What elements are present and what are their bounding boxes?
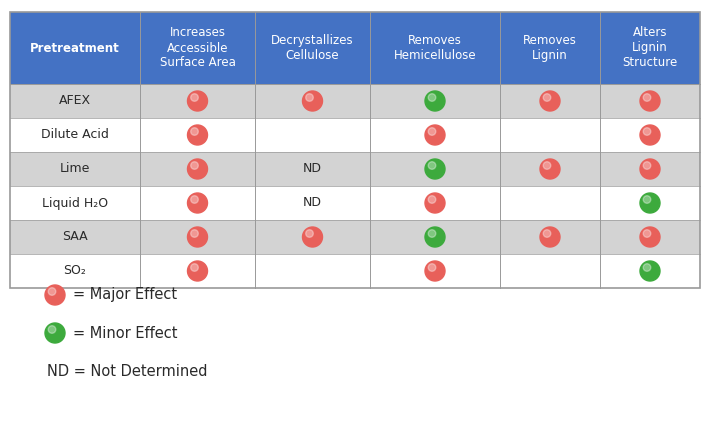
Circle shape [640, 261, 660, 281]
Circle shape [187, 125, 207, 145]
Circle shape [302, 227, 323, 247]
Circle shape [428, 196, 436, 203]
Circle shape [425, 125, 445, 145]
Circle shape [48, 326, 56, 333]
Circle shape [187, 227, 207, 247]
Text: ND: ND [303, 196, 322, 210]
Circle shape [191, 128, 198, 135]
Circle shape [640, 159, 660, 179]
Text: Pretreatment: Pretreatment [30, 41, 120, 55]
Text: Liquid H₂O: Liquid H₂O [42, 196, 108, 210]
Circle shape [191, 162, 198, 169]
Bar [10, 220, 700, 254]
Circle shape [428, 264, 436, 271]
Text: Alters
Lignin
Structure: Alters Lignin Structure [622, 26, 678, 69]
Circle shape [187, 261, 207, 281]
Text: Lime: Lime [60, 162, 90, 176]
Circle shape [425, 227, 445, 247]
Circle shape [191, 94, 198, 101]
Circle shape [643, 196, 651, 203]
Circle shape [540, 159, 560, 179]
Bar [10, 84, 700, 118]
Text: Decrystallizes
Cellulose: Decrystallizes Cellulose [271, 34, 354, 62]
Circle shape [191, 264, 198, 271]
Bar [10, 186, 700, 220]
Circle shape [543, 162, 551, 169]
Circle shape [191, 230, 198, 237]
Circle shape [540, 227, 560, 247]
Circle shape [640, 227, 660, 247]
Text: Increases
Accessible
Surface Area: Increases Accessible Surface Area [160, 26, 235, 69]
Circle shape [540, 91, 560, 111]
Circle shape [428, 128, 436, 135]
Circle shape [640, 193, 660, 213]
Circle shape [543, 94, 551, 101]
Circle shape [425, 193, 445, 213]
Text: Dilute Acid: Dilute Acid [41, 129, 109, 141]
Circle shape [428, 94, 436, 101]
Circle shape [425, 261, 445, 281]
Circle shape [643, 94, 651, 101]
Text: = Major Effect: = Major Effect [73, 288, 177, 302]
Circle shape [48, 288, 56, 295]
Text: SO₂: SO₂ [63, 265, 86, 277]
Circle shape [428, 230, 436, 237]
Circle shape [428, 162, 436, 169]
Bar [10, 152, 700, 186]
Text: SAA: SAA [62, 230, 88, 244]
Circle shape [187, 91, 207, 111]
Text: ND = Not Determined: ND = Not Determined [47, 363, 207, 378]
Circle shape [543, 230, 551, 237]
Bar [10, 12, 700, 288]
Text: Removes
Lignin: Removes Lignin [523, 34, 577, 62]
Text: AFEX: AFEX [59, 95, 91, 107]
Circle shape [306, 94, 313, 101]
Circle shape [187, 193, 207, 213]
Circle shape [643, 230, 651, 237]
Circle shape [643, 128, 651, 135]
Circle shape [302, 91, 323, 111]
Text: = Minor Effect: = Minor Effect [73, 325, 178, 340]
Bar [10, 12, 700, 84]
Circle shape [187, 159, 207, 179]
Circle shape [191, 196, 198, 203]
Circle shape [306, 230, 313, 237]
Circle shape [640, 91, 660, 111]
Bar [10, 118, 700, 152]
Bar [10, 254, 700, 288]
Circle shape [425, 91, 445, 111]
Circle shape [640, 125, 660, 145]
Text: ND: ND [303, 162, 322, 176]
Circle shape [643, 162, 651, 169]
Circle shape [643, 264, 651, 271]
Circle shape [45, 323, 65, 343]
Text: Removes
Hemicellulose: Removes Hemicellulose [394, 34, 477, 62]
Circle shape [45, 285, 65, 305]
Circle shape [425, 159, 445, 179]
